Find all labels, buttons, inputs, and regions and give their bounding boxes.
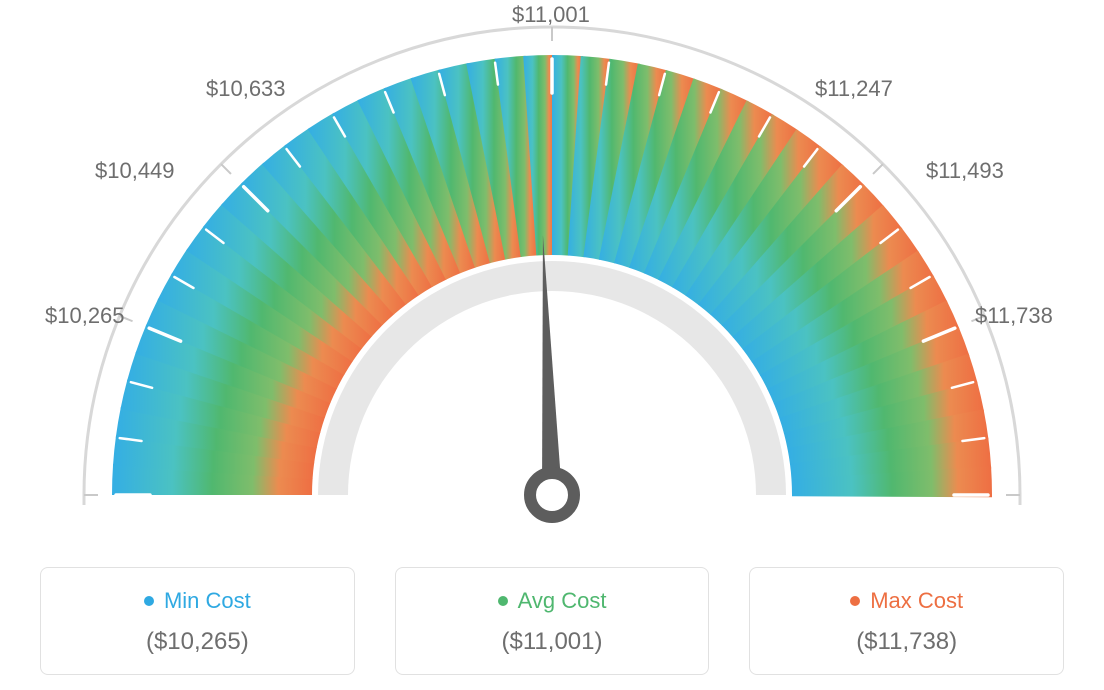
gauge-tick-label: $10,265 (45, 303, 125, 329)
dot-icon (850, 596, 860, 606)
gauge-tick-label: $10,633 (206, 76, 286, 102)
legend-min-label: Min Cost (164, 588, 251, 614)
legend-card-min: Min Cost ($10,265) (40, 567, 355, 675)
gauge-tick-label: $11,247 (815, 76, 893, 102)
legend-title-avg: Avg Cost (498, 588, 607, 614)
legend-row: Min Cost ($10,265) Avg Cost ($11,001) Ma… (0, 567, 1104, 675)
legend-min-value: ($10,265) (51, 628, 344, 656)
gauge-tick-label: $11,001 (512, 2, 590, 28)
legend-avg-label: Avg Cost (518, 588, 607, 614)
legend-max-value: ($11,738) (760, 628, 1053, 656)
gauge-tick-label: $11,493 (926, 158, 1004, 184)
legend-title-max: Max Cost (850, 588, 963, 614)
dot-icon (144, 596, 154, 606)
legend-title-min: Min Cost (144, 588, 251, 614)
dot-icon (498, 596, 508, 606)
gauge-svg (0, 0, 1104, 540)
gauge-tick-label: $11,738 (975, 303, 1053, 329)
legend-avg-value: ($11,001) (406, 628, 699, 656)
legend-card-max: Max Cost ($11,738) (749, 567, 1064, 675)
gauge-tick-label: $10,449 (95, 158, 175, 184)
legend-max-label: Max Cost (870, 588, 963, 614)
legend-card-avg: Avg Cost ($11,001) (395, 567, 710, 675)
gauge-chart: $10,265 $10,449 $10,633 $11,001 $11,247 $11,4… (0, 0, 1104, 540)
